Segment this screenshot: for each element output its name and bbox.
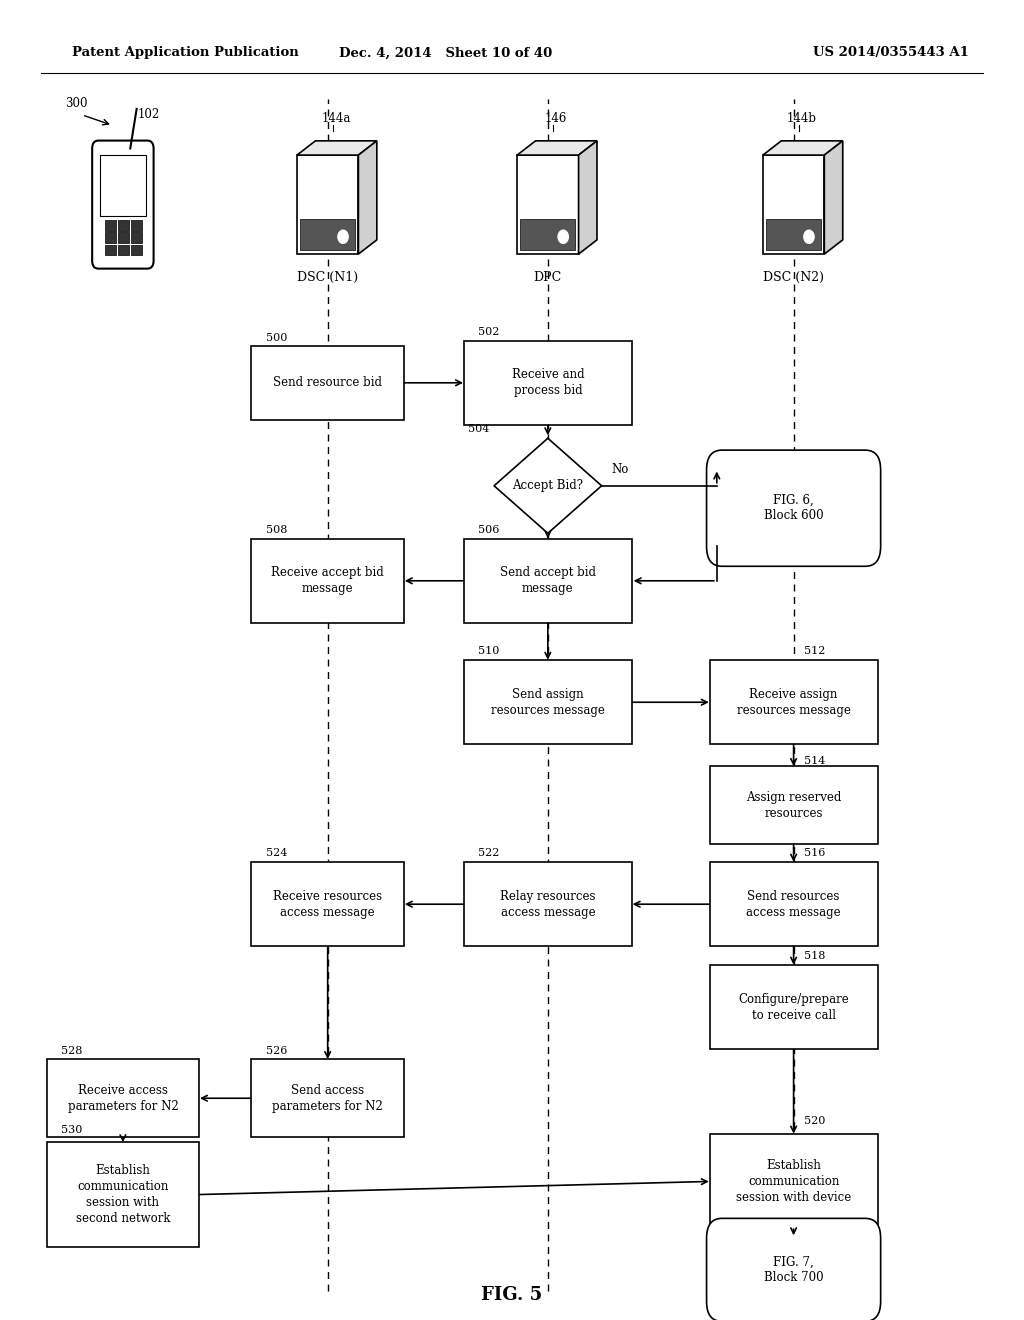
Text: Receive assign
resources message: Receive assign resources message [736, 688, 851, 717]
FancyBboxPatch shape [710, 1134, 878, 1229]
Text: FIG. 7,
Block 700: FIG. 7, Block 700 [764, 1255, 823, 1284]
FancyBboxPatch shape [104, 244, 116, 255]
Text: Establish
communication
session with device: Establish communication session with dev… [736, 1159, 851, 1204]
Polygon shape [297, 141, 377, 156]
Polygon shape [297, 156, 358, 253]
Text: Send access
parameters for N2: Send access parameters for N2 [272, 1084, 383, 1113]
Polygon shape [766, 219, 821, 251]
Text: 512: 512 [804, 645, 825, 656]
Text: 504: 504 [468, 424, 489, 434]
FancyBboxPatch shape [707, 450, 881, 566]
Text: Assign reserved
resources: Assign reserved resources [745, 791, 842, 820]
FancyBboxPatch shape [104, 232, 116, 243]
Text: US 2014/0355443 A1: US 2014/0355443 A1 [813, 46, 969, 59]
FancyBboxPatch shape [118, 220, 129, 231]
Text: Send assign
resources message: Send assign resources message [490, 688, 605, 717]
Text: 502: 502 [478, 326, 500, 337]
Text: Configure/prepare
to receive call: Configure/prepare to receive call [738, 993, 849, 1022]
FancyBboxPatch shape [92, 141, 154, 269]
FancyBboxPatch shape [464, 341, 632, 425]
FancyBboxPatch shape [47, 1059, 199, 1137]
FancyBboxPatch shape [252, 539, 403, 623]
Text: 510: 510 [478, 645, 500, 656]
Text: Relay resources
access message: Relay resources access message [500, 890, 596, 919]
FancyBboxPatch shape [710, 862, 878, 946]
Text: DSC (N1): DSC (N1) [297, 271, 358, 284]
Text: Accept Bid?: Accept Bid? [512, 479, 584, 492]
Text: 146: 146 [545, 112, 567, 125]
Text: Receive accept bid
message: Receive accept bid message [271, 566, 384, 595]
Polygon shape [300, 219, 355, 251]
Text: Yes: Yes [558, 543, 578, 556]
Polygon shape [763, 156, 824, 253]
Text: Dec. 4, 2014   Sheet 10 of 40: Dec. 4, 2014 Sheet 10 of 40 [339, 46, 552, 59]
FancyBboxPatch shape [464, 862, 632, 946]
Text: Establish
communication
session with
second network: Establish communication session with sec… [76, 1164, 170, 1225]
FancyBboxPatch shape [707, 1218, 881, 1320]
Polygon shape [763, 141, 843, 156]
Text: Receive access
parameters for N2: Receive access parameters for N2 [68, 1084, 178, 1113]
FancyBboxPatch shape [131, 244, 142, 255]
Circle shape [338, 230, 348, 243]
Circle shape [804, 230, 814, 243]
Text: 518: 518 [804, 950, 825, 961]
Text: 500: 500 [266, 333, 288, 343]
Text: 522: 522 [478, 847, 500, 858]
Text: 520: 520 [804, 1115, 825, 1126]
Text: 528: 528 [61, 1045, 83, 1056]
Text: 524: 524 [266, 847, 288, 858]
Text: 526: 526 [266, 1045, 288, 1056]
Text: FIG. 6,
Block 600: FIG. 6, Block 600 [764, 494, 823, 523]
FancyBboxPatch shape [710, 660, 878, 744]
Text: 530: 530 [61, 1125, 83, 1135]
Text: Receive resources
access message: Receive resources access message [273, 890, 382, 919]
FancyBboxPatch shape [118, 244, 129, 255]
Circle shape [558, 230, 568, 243]
Text: 300: 300 [66, 96, 88, 110]
Text: 508: 508 [266, 524, 288, 535]
FancyBboxPatch shape [100, 154, 145, 216]
FancyBboxPatch shape [47, 1142, 199, 1246]
FancyBboxPatch shape [131, 220, 142, 231]
FancyBboxPatch shape [464, 660, 632, 744]
Polygon shape [824, 141, 843, 253]
Text: 144a: 144a [322, 112, 350, 125]
Text: FIG. 5: FIG. 5 [481, 1286, 543, 1304]
Text: Send accept bid
message: Send accept bid message [500, 566, 596, 595]
Polygon shape [517, 156, 579, 253]
Text: No: No [612, 462, 629, 475]
Text: Send resource bid: Send resource bid [273, 376, 382, 389]
FancyBboxPatch shape [131, 232, 142, 243]
Polygon shape [520, 219, 575, 251]
Text: Send resources
access message: Send resources access message [746, 890, 841, 919]
Text: Receive and
process bid: Receive and process bid [512, 368, 584, 397]
FancyBboxPatch shape [118, 232, 129, 243]
Text: 102: 102 [137, 108, 160, 121]
Text: Patent Application Publication: Patent Application Publication [72, 46, 298, 59]
Text: DSC (N2): DSC (N2) [763, 271, 824, 284]
Polygon shape [358, 141, 377, 253]
FancyBboxPatch shape [710, 965, 878, 1049]
Text: 506: 506 [478, 524, 500, 535]
Text: 144b: 144b [786, 112, 817, 125]
Text: 516: 516 [804, 847, 825, 858]
Polygon shape [579, 141, 597, 253]
FancyBboxPatch shape [710, 766, 878, 845]
Text: DPC: DPC [534, 271, 562, 284]
FancyBboxPatch shape [252, 862, 403, 946]
FancyBboxPatch shape [252, 1059, 403, 1137]
FancyBboxPatch shape [104, 220, 116, 231]
FancyBboxPatch shape [252, 346, 403, 420]
Polygon shape [495, 438, 602, 533]
Polygon shape [517, 141, 597, 156]
Text: 514: 514 [804, 755, 825, 766]
FancyBboxPatch shape [464, 539, 632, 623]
